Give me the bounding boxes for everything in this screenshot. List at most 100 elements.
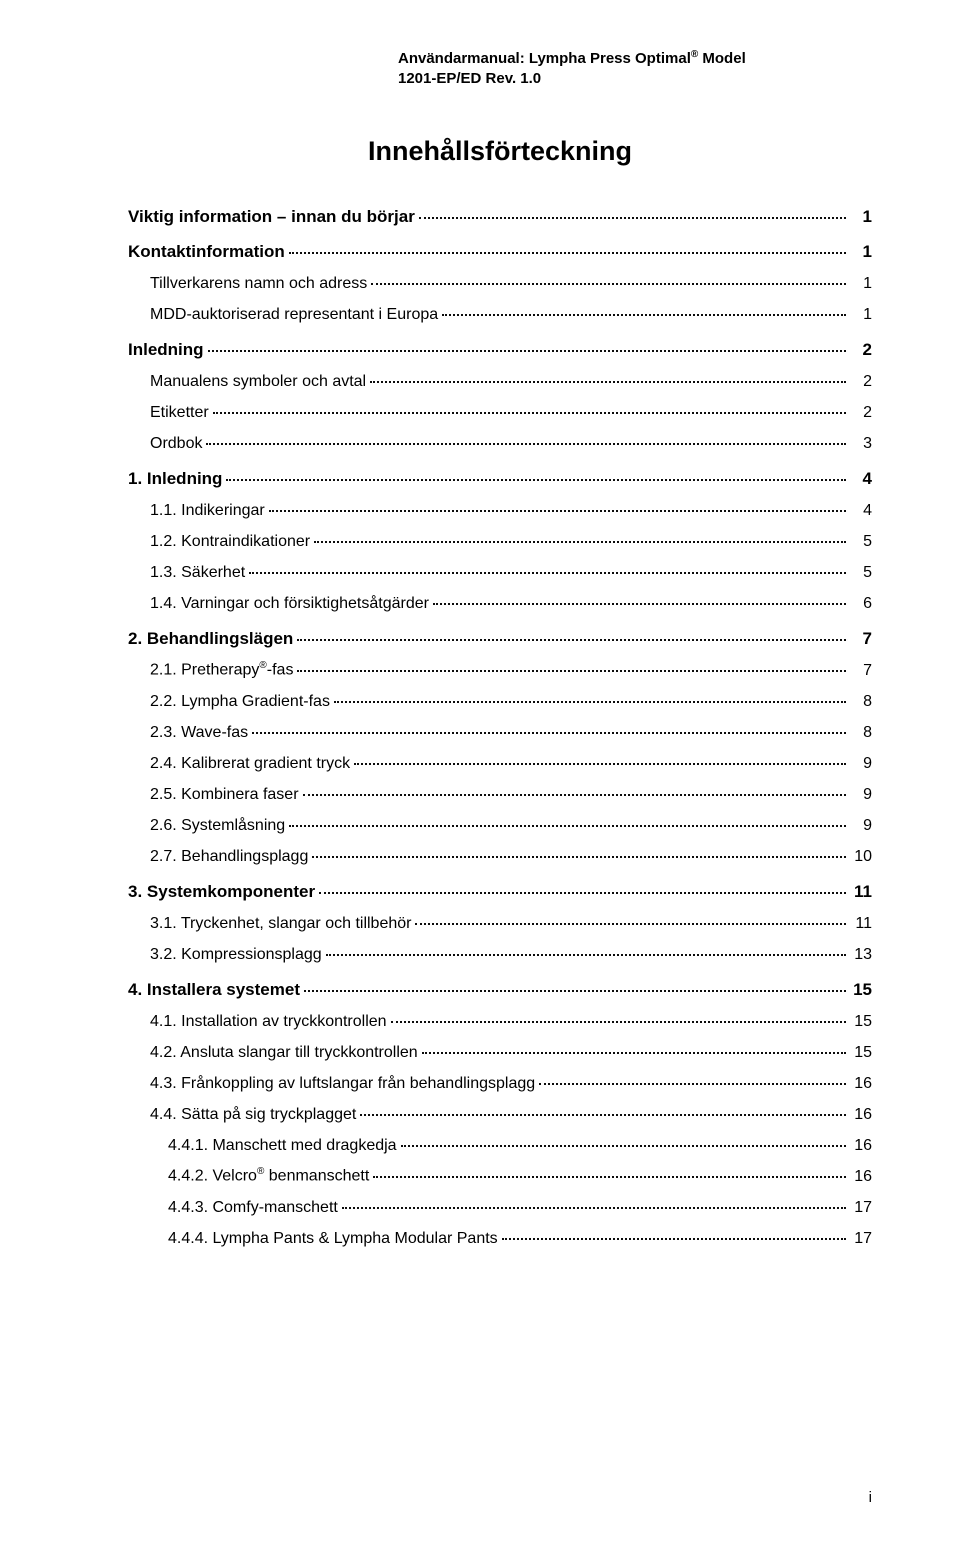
toc-label: 4.4.2. Velcro® benmanschett — [168, 1167, 369, 1184]
toc-leader — [297, 659, 846, 675]
toc-page-number: 1 — [850, 243, 872, 260]
toc-page-number: 7 — [850, 630, 872, 647]
toc-row: 4.1. Installation av tryckkontrollen 15 — [128, 1010, 872, 1030]
toc-leader — [502, 1227, 846, 1243]
toc-page-number: 6 — [850, 596, 872, 612]
toc-row: Ordbok3 — [128, 432, 872, 452]
toc-row: Inledning 2 — [128, 338, 872, 358]
toc-label: 2.1. Pretherapy®-fas — [150, 661, 293, 678]
toc-label: Inledning — [128, 341, 204, 358]
toc-label: 4.1. Installation av tryckkontrollen — [150, 1014, 387, 1030]
toc-row: Kontaktinformation1 — [128, 240, 872, 260]
toc-row: 4.4.3. Comfy-manschett17 — [128, 1196, 872, 1216]
toc-page-number: 13 — [850, 947, 872, 963]
toc-leader — [360, 1103, 846, 1119]
page-title: Innehållsförteckning — [128, 136, 872, 167]
toc-leader — [442, 303, 846, 319]
header-line-1: Användarmanual: Lympha Press Optimal® Mo… — [398, 48, 872, 69]
toc-leader — [422, 1041, 846, 1057]
toc-leader — [419, 205, 846, 222]
toc-leader — [370, 370, 846, 386]
toc-page-number: 9 — [850, 756, 872, 772]
running-header: Användarmanual: Lympha Press Optimal® Mo… — [128, 48, 872, 90]
toc-leader — [539, 1072, 846, 1088]
toc-label: 4.2. Ansluta slangar till tryckkontrolle… — [150, 1045, 418, 1061]
toc-row: 2.6. Systemlåsning 9 — [128, 814, 872, 834]
toc-page-number: 15 — [850, 1014, 872, 1030]
toc-leader — [297, 627, 846, 644]
toc-row: 4.4.1. Manschett med dragkedja16 — [128, 1134, 872, 1154]
toc-label: MDD-auktoriserad representant i Europa — [150, 307, 438, 323]
toc-page-number: 8 — [850, 725, 872, 741]
toc-leader — [326, 943, 846, 959]
toc-leader — [303, 783, 846, 799]
toc-row: 2.5. Kombinera faser 9 — [128, 783, 872, 803]
toc-leader — [206, 432, 846, 448]
header-line-2: 1201-EP/ED Rev. 1.0 — [398, 69, 872, 89]
toc-row: Etiketter 2 — [128, 401, 872, 421]
toc-label: 1.3. Säkerhet — [150, 565, 245, 581]
toc-row: 2.3. Wave-fas8 — [128, 721, 872, 741]
toc-page-number: 16 — [850, 1076, 872, 1092]
toc-label: 3. Systemkomponenter — [128, 883, 315, 900]
toc-row: 2.2. Lympha Gradient-fas8 — [128, 690, 872, 710]
toc-leader — [312, 845, 846, 861]
header-line-1-prefix: Användarmanual: Lympha Press Optimal — [398, 50, 691, 67]
toc-label: 4.4.4. Lympha Pants & Lympha Modular Pan… — [168, 1231, 498, 1247]
toc-label: 2.5. Kombinera faser — [150, 787, 299, 803]
toc-row: 4. Installera systemet15 — [128, 978, 872, 998]
toc-row: MDD-auktoriserad representant i Europa1 — [128, 303, 872, 323]
toc-label: 3.1. Tryckenhet, slangar och tillbehör — [150, 916, 411, 932]
toc-page-number: 11 — [850, 883, 872, 900]
toc-label: 3.2. Kompressionsplagg — [150, 947, 322, 963]
toc-row: Manualens symboler och avtal2 — [128, 370, 872, 390]
toc-row: 1. Inledning4 — [128, 467, 872, 487]
toc-label: 2. Behandlingslägen — [128, 630, 293, 647]
toc-page-number: 16 — [850, 1138, 872, 1154]
toc-row: 4.4.2. Velcro® benmanschett 16 — [128, 1165, 872, 1185]
toc-row: 1.4. Varningar och försiktighetsåtgärder… — [128, 592, 872, 612]
document-page: Användarmanual: Lympha Press Optimal ® Mo… — [0, 0, 960, 1542]
toc-row: 4.4.4. Lympha Pants & Lympha Modular Pan… — [128, 1227, 872, 1247]
toc-page-number: 2 — [850, 374, 872, 390]
toc-label: Etiketter — [150, 405, 209, 421]
toc-leader — [373, 1165, 846, 1181]
toc-page-number: 16 — [850, 1169, 872, 1185]
header-line-1-suffix: Model — [698, 50, 746, 67]
toc-label: 1.4. Varningar och försiktighetsåtgärder — [150, 596, 429, 612]
toc-list: Viktig information – innan du börjar1Kon… — [128, 205, 872, 1247]
toc-leader — [289, 240, 846, 257]
toc-leader — [314, 530, 846, 546]
toc-page-number: 5 — [850, 565, 872, 581]
toc-page-number: 3 — [850, 436, 872, 452]
toc-row: 1.2. Kontraindikationer5 — [128, 530, 872, 550]
toc-page-number: 2 — [850, 341, 872, 358]
toc-leader — [371, 272, 846, 288]
toc-label: 4.4.3. Comfy-manschett — [168, 1200, 338, 1216]
toc-label: 4. Installera systemet — [128, 981, 300, 998]
toc-page-number: 4 — [850, 470, 872, 487]
toc-label: Viktig information – innan du börjar — [128, 208, 415, 225]
toc-label: 1.1. Indikeringar — [150, 503, 265, 519]
toc-label: 1.2. Kontraindikationer — [150, 534, 310, 550]
toc-page-number: 17 — [850, 1231, 872, 1247]
toc-leader — [433, 592, 846, 608]
toc-page-number: 11 — [850, 916, 872, 932]
toc-label: Tillverkarens namn och adress — [150, 276, 367, 292]
registered-mark: ® — [259, 660, 266, 671]
toc-row: Viktig information – innan du börjar1 — [128, 205, 872, 225]
toc-leader — [208, 338, 846, 355]
toc-leader — [213, 401, 846, 417]
toc-leader — [252, 721, 846, 737]
toc-page-number: 2 — [850, 405, 872, 421]
toc-page-number: 4 — [850, 503, 872, 519]
toc-row: 4.3. Frånkoppling av luftslangar från be… — [128, 1072, 872, 1092]
toc-label: 2.6. Systemlåsning — [150, 818, 285, 834]
page-number: i — [869, 1489, 872, 1506]
toc-page-number: 9 — [850, 787, 872, 803]
toc-row: Tillverkarens namn och adress1 — [128, 272, 872, 292]
toc-page-number: 9 — [850, 818, 872, 834]
toc-leader — [334, 690, 846, 706]
toc-leader — [269, 499, 846, 515]
toc-row: 1.1. Indikeringar 4 — [128, 499, 872, 519]
